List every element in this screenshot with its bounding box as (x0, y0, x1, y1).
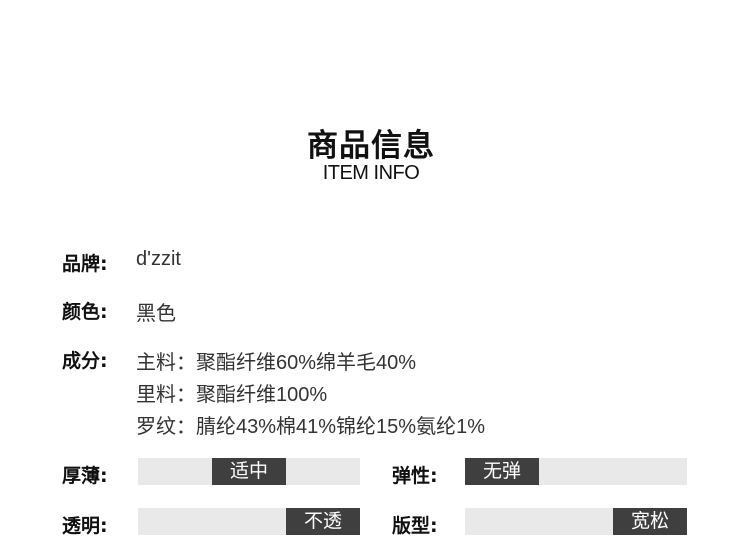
transparency-scale: 不透 (138, 508, 360, 535)
fit-label: 版型: (392, 515, 438, 537)
thickness-scale: 适中 (138, 458, 360, 485)
color-label: 颜色: (62, 301, 108, 323)
composition-rib: 罗纹：腈纶43%棉41%锦纶15%氨纶1% (136, 416, 485, 438)
thickness-label: 厚薄: (62, 465, 108, 487)
composition-lining: 里料：聚酯纤维100% (136, 384, 328, 406)
elasticity-scale: 无弹 (465, 458, 687, 485)
color-value: 黑色 (136, 303, 176, 325)
brand-label: 品牌: (62, 253, 108, 275)
transparency-label: 透明: (62, 515, 108, 537)
fit-scale: 宽松 (465, 508, 687, 535)
elasticity-indicator: 无弹 (465, 458, 539, 485)
composition-label: 成分: (62, 350, 108, 372)
fit-indicator: 宽松 (613, 508, 687, 535)
transparency-indicator: 不透 (286, 508, 360, 535)
brand-value: d'zzit (136, 248, 181, 270)
page-subtitle: ITEM INFO (322, 162, 420, 184)
elasticity-label: 弹性: (392, 465, 438, 487)
composition-main: 主料：聚酯纤维60%绵羊毛40% (136, 352, 417, 374)
thickness-indicator: 适中 (212, 458, 286, 485)
page-title: 商品信息 (307, 128, 435, 164)
